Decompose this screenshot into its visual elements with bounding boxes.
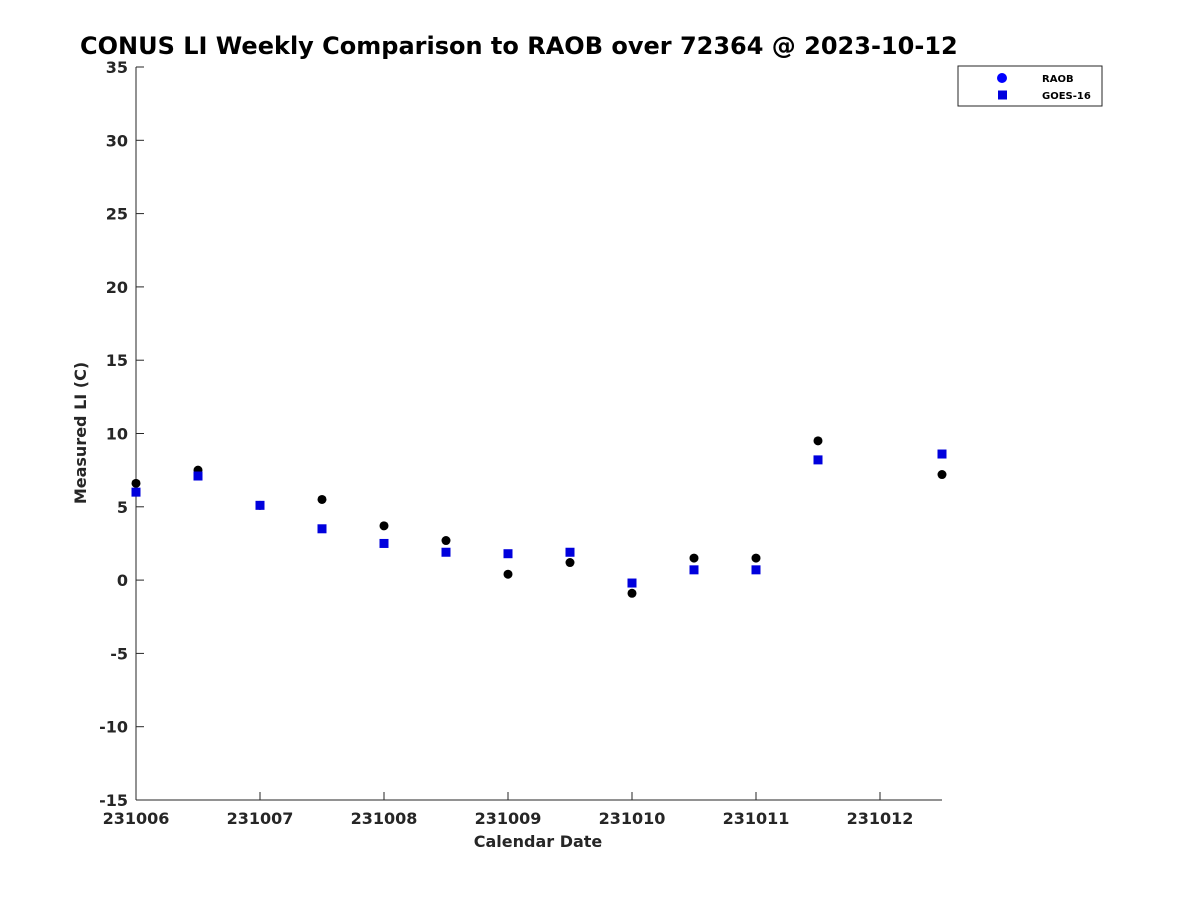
goes16-point	[441, 547, 451, 557]
goes16-point	[689, 565, 699, 575]
goes16-point	[503, 549, 513, 559]
raob-point	[627, 588, 637, 598]
y-tick-label: 15	[106, 351, 128, 370]
goes16-point	[627, 578, 637, 588]
y-tick-label: 0	[117, 571, 128, 590]
y-tick-label: 20	[106, 278, 128, 297]
goes16-point	[317, 524, 327, 534]
raob-point	[441, 536, 451, 546]
y-tick-label: 5	[117, 498, 128, 517]
legend-marker-goes16	[998, 90, 1007, 100]
x-tick-label: 231011	[723, 809, 790, 828]
x-tick-label: 231009	[475, 809, 542, 828]
raob-point	[565, 558, 575, 568]
goes16-point	[751, 565, 761, 575]
goes16-point	[937, 449, 947, 459]
legend-marker-raob	[997, 73, 1007, 83]
series-raob	[131, 436, 947, 598]
x-tick-label: 231012	[847, 809, 914, 828]
y-tick-label: -5	[110, 644, 128, 663]
goes16-point	[565, 547, 575, 557]
y-tick-label: 10	[106, 425, 128, 444]
x-tick-label: 231010	[599, 809, 666, 828]
y-tick-label: 30	[106, 131, 128, 150]
goes16-point	[379, 538, 389, 548]
raob-point	[813, 436, 823, 446]
goes16-point	[193, 471, 203, 481]
legend: RAOB GOES-16	[957, 65, 1103, 107]
chart-title: CONUS LI Weekly Comparison to RAOB over …	[80, 32, 958, 60]
x-axis-ticks: 231006 231007 231008 231009 231010 231011 2310…	[103, 792, 914, 828]
data-marks	[131, 436, 947, 598]
x-axis-title: Calendar Date	[474, 832, 603, 851]
raob-point	[131, 478, 141, 488]
goes16-point	[131, 487, 141, 497]
legend-box	[957, 65, 1103, 107]
y-tick-label: -15	[99, 791, 128, 810]
x-tick-label: 231006	[103, 809, 170, 828]
y-axis-title: Measured LI (C)	[71, 362, 90, 504]
x-tick-label: 231007	[227, 809, 294, 828]
raob-point	[937, 470, 947, 480]
y-tick-label: -10	[99, 718, 128, 737]
goes16-point	[813, 455, 823, 465]
y-tick-label: 35	[106, 58, 128, 77]
raob-point	[751, 553, 761, 563]
y-tick-label: 25	[106, 205, 128, 224]
legend-label: RAOB	[1042, 74, 1074, 85]
series-goes-16	[131, 449, 947, 588]
x-tick-label: 231008	[351, 809, 418, 828]
raob-point	[503, 569, 513, 579]
raob-point	[689, 553, 699, 563]
legend-label: GOES-16	[1042, 91, 1091, 102]
goes16-point	[255, 500, 265, 510]
y-axis-ticks: -15 -10 -5 0 5 10 15 20 25 30 35	[99, 58, 144, 810]
raob-point	[379, 521, 389, 531]
raob-point	[317, 494, 327, 504]
